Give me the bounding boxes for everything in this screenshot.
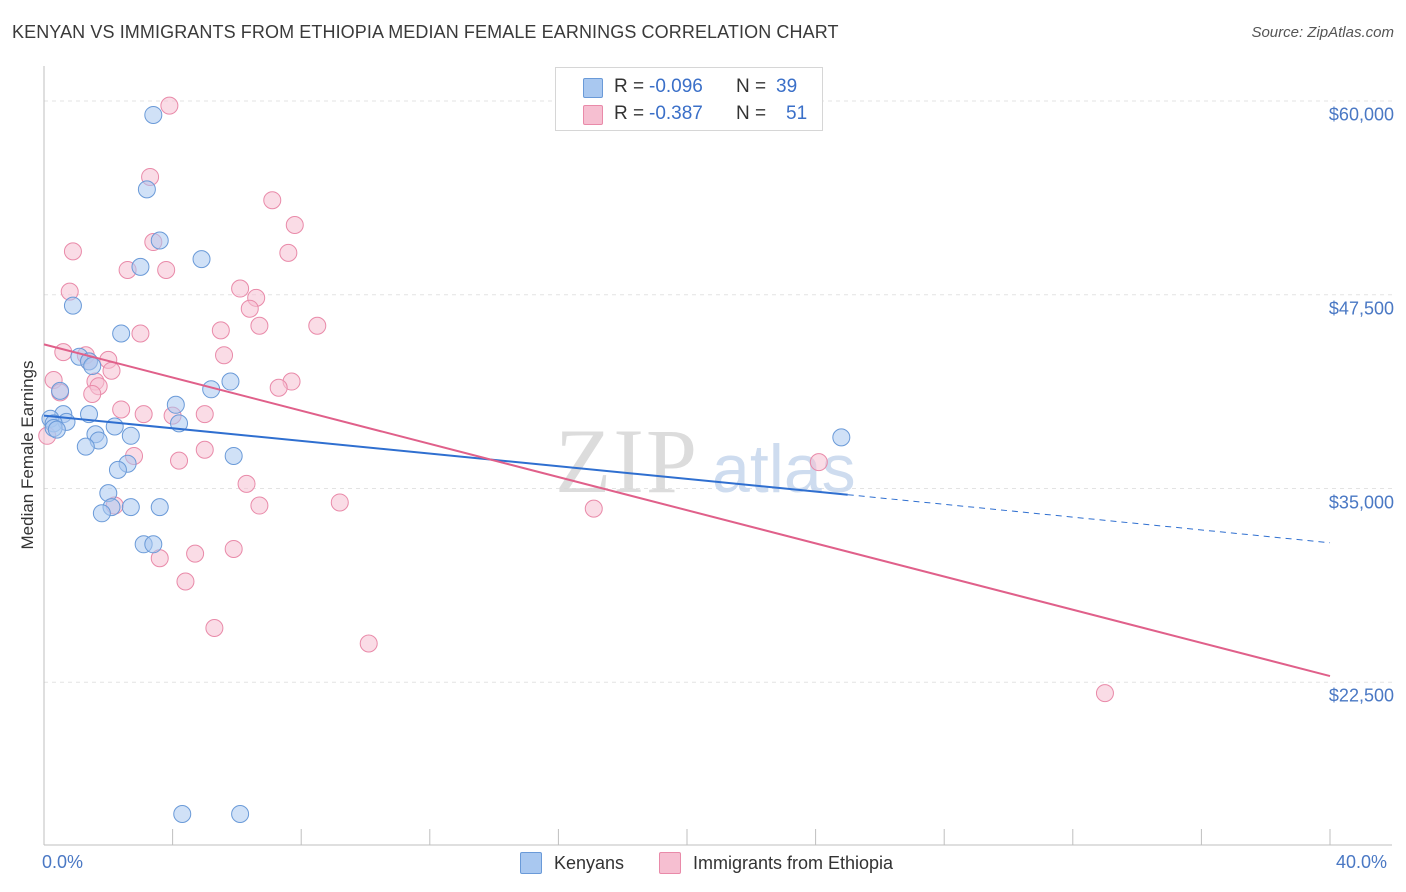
ethiopia-point (131, 324, 150, 343)
ethiopia-point (285, 216, 304, 234)
r-value: -0.096 (649, 76, 703, 97)
y-tick-label: $35,000 (1328, 492, 1394, 512)
ethiopia-point (250, 316, 269, 335)
ethiopia-point (176, 572, 195, 591)
kenyans-points (41, 105, 851, 823)
ethiopia-point (195, 405, 214, 424)
kenyans-swatch (583, 78, 603, 98)
ethiopia-legend-swatch (659, 852, 681, 874)
kenyans-trend-line (43, 414, 848, 496)
ethiopia-trend-line (43, 343, 1331, 678)
kenyans-point (47, 420, 66, 439)
kenyans-point (63, 296, 82, 315)
ethiopia-point (205, 619, 224, 637)
ethiopia-point (359, 634, 378, 653)
kenyans-point (192, 250, 211, 269)
kenyans-point (144, 535, 163, 554)
kenyans-point (144, 105, 163, 124)
n-value: 51 (786, 103, 808, 124)
r-label: R = (614, 76, 645, 97)
ethiopia-point (263, 191, 282, 210)
ethiopia-point (231, 279, 250, 298)
watermark-zip: ZIP (555, 410, 699, 512)
kenyans-point (112, 324, 131, 343)
n-label: N = (736, 103, 767, 124)
y-tick-label: $22,500 (1328, 685, 1394, 706)
kenyans-point (108, 460, 127, 479)
kenyans-legend-label: Kenyans (554, 853, 625, 873)
kenyans-point (105, 417, 124, 436)
kenyans-point (51, 381, 70, 400)
kenyans-point (121, 426, 140, 445)
ethiopia-point (215, 346, 234, 365)
chart-title: KENYAN VS IMMIGRANTS FROM ETHIOPIA MEDIA… (12, 22, 839, 42)
ethiopia-point (134, 405, 153, 424)
y-tick-label: $60,000 (1328, 104, 1394, 125)
ethiopia-point (308, 316, 327, 335)
ethiopia-point (250, 496, 269, 515)
kenyans-point (121, 498, 140, 517)
ethiopia-point (102, 361, 121, 380)
ethiopia-point (809, 453, 828, 472)
ethiopia-point (330, 493, 349, 512)
kenyans-point (92, 504, 111, 523)
kenyans-point (832, 428, 851, 447)
ethiopia-point (54, 343, 73, 362)
gridlines (44, 100, 1392, 683)
kenyans-point (76, 437, 95, 456)
axes (43, 66, 1392, 846)
ethiopia-point (63, 242, 82, 261)
kenyans-point (80, 405, 99, 424)
kenyans-point (221, 372, 240, 391)
kenyans-point (224, 446, 243, 465)
stats-row-kenyans: R = -0.096 N = 39 (556, 72, 822, 102)
ethiopia-point (269, 378, 288, 397)
ethiopia-point (240, 299, 259, 318)
ethiopia-point (224, 539, 243, 558)
kenyans-point (150, 231, 169, 250)
ethiopia-point (157, 260, 176, 279)
kenyans-point (173, 805, 192, 823)
kenyans-point (83, 357, 102, 376)
y-tick-label: $47,500 (1328, 298, 1394, 319)
ethiopia-point (1095, 684, 1114, 703)
ethiopia-point (584, 499, 603, 518)
trend-lines (43, 343, 1331, 678)
kenyans-point (231, 805, 250, 823)
ethiopia-point (83, 384, 102, 403)
r-label: R = (614, 103, 645, 124)
stats-row-ethiopia: R = -0.387 N = 51 (556, 99, 822, 129)
ethiopia-point (160, 96, 179, 115)
ethiopia-swatch (583, 105, 603, 125)
ethiopia-point (195, 440, 214, 459)
n-label: N = (736, 76, 767, 97)
x-tick-max: 40.0% (1336, 852, 1388, 872)
kenyans-trend-extension (847, 494, 1331, 544)
ethiopia-point (112, 400, 131, 419)
n-value: 39 (776, 76, 798, 97)
ethiopia-point (237, 474, 256, 493)
ethiopia-point (186, 544, 205, 563)
stats-legend: R = -0.096 N = 39 R = -0.387 N = 51 (555, 67, 823, 131)
kenyans-point (137, 180, 156, 199)
ethiopia-legend-label: Immigrants from Ethiopia (693, 853, 894, 873)
r-value: -0.387 (649, 103, 703, 124)
watermark-atlas: atlas (712, 431, 856, 507)
x-tick-min: 0.0% (42, 852, 84, 872)
kenyans-point (131, 257, 150, 276)
source-label: Source: ZipAtlas.com (1251, 24, 1394, 41)
watermark: ZIP atlas (555, 410, 856, 512)
ethiopia-points (38, 96, 1114, 703)
ethiopia-point (170, 451, 189, 470)
kenyans-point (150, 498, 169, 517)
kenyans-point (166, 395, 185, 414)
ethiopia-point (211, 321, 230, 340)
ethiopia-point (279, 243, 298, 262)
kenyans-legend-swatch (520, 852, 542, 874)
